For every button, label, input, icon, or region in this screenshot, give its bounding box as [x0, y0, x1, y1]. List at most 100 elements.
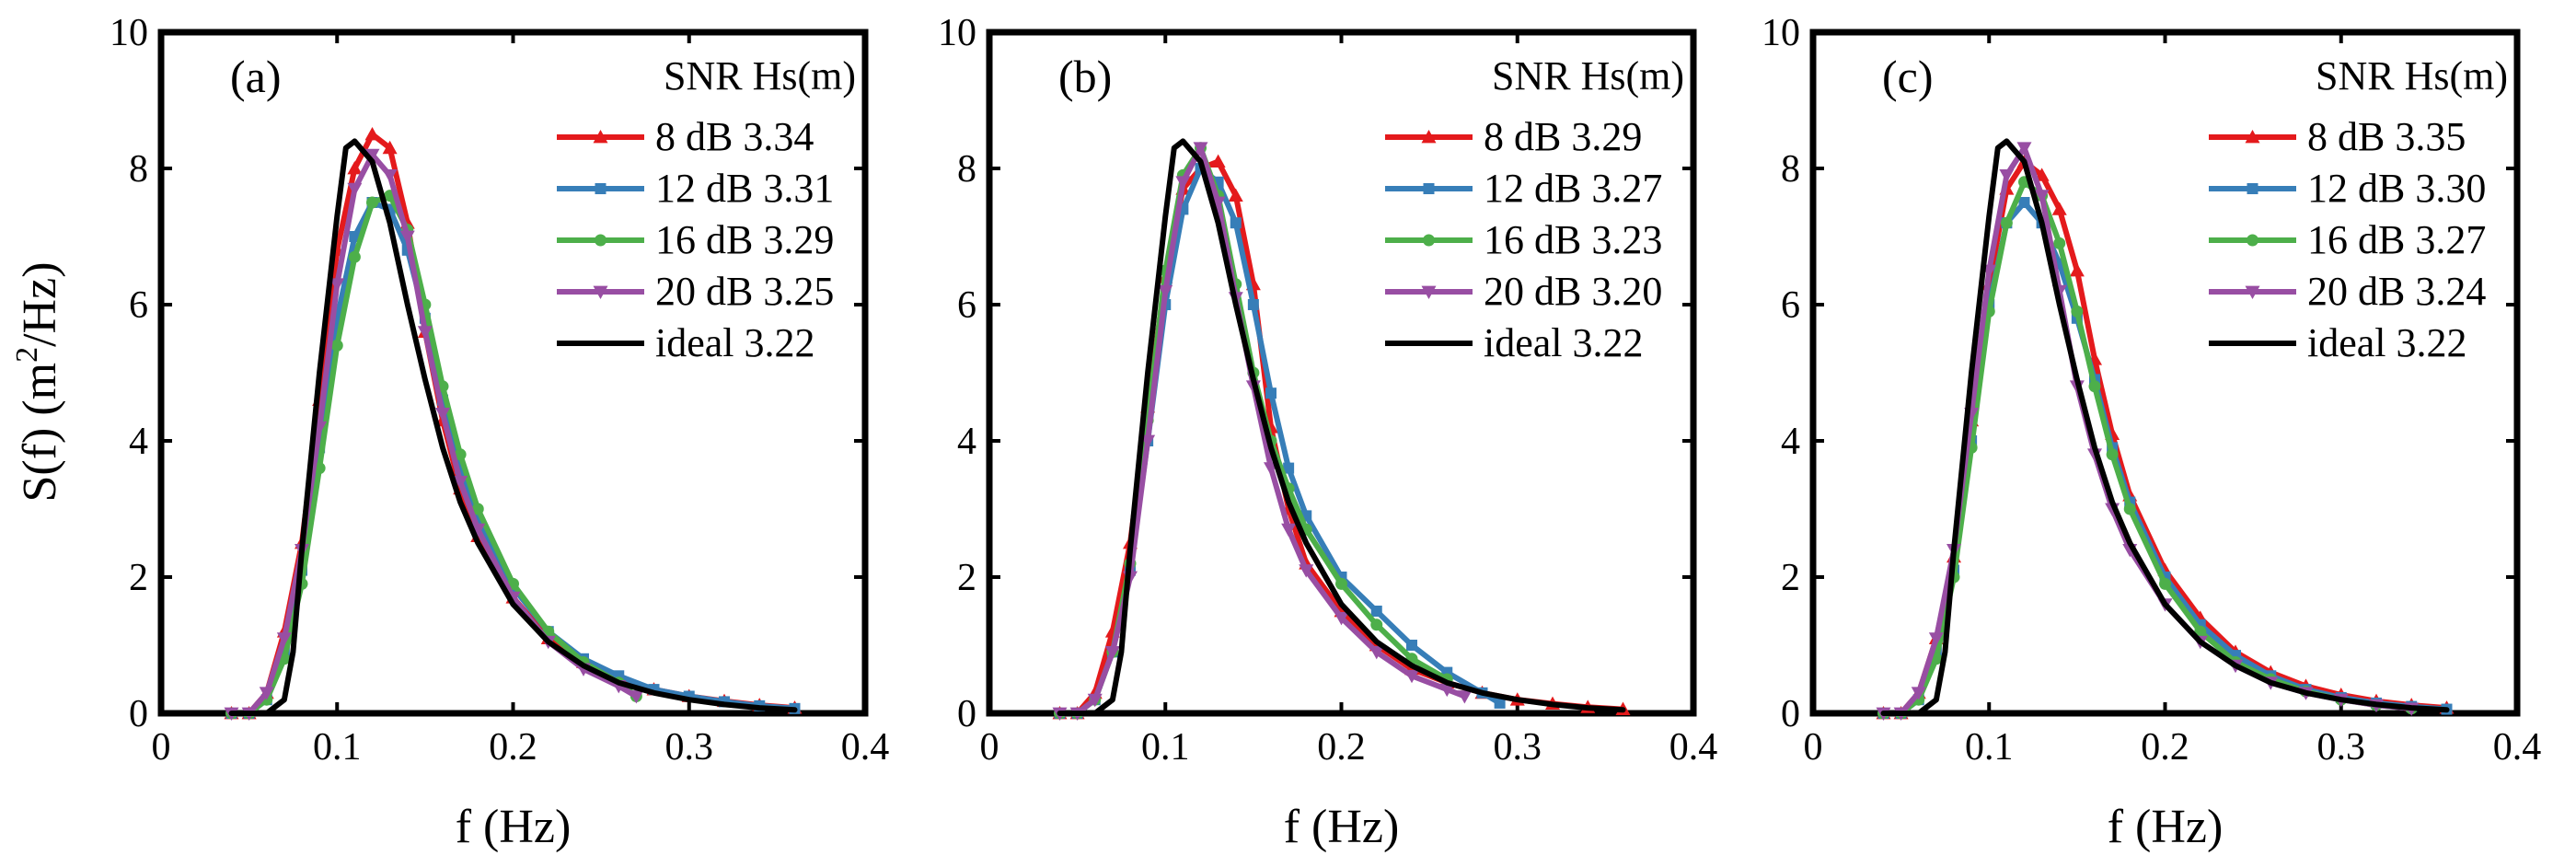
series-1 — [224, 127, 803, 720]
series-3 — [1054, 142, 1453, 720]
data-point — [347, 182, 363, 197]
data-point — [1175, 176, 1191, 190]
legend-marker — [1421, 130, 1437, 144]
y-tick-label: 2 — [129, 557, 148, 599]
panel-1: 0 0.1 0.2 0.3 0.4 0 2 4 6 8 10 f (Hz) (a) SNR Hs(m) 8… — [110, 12, 889, 853]
legend-entry: ideal 3.22 — [1484, 320, 1644, 365]
x-axis-label: f (Hz) — [456, 801, 572, 853]
data-point — [1230, 217, 1242, 229]
legend-marker — [595, 234, 606, 247]
y-axis-label: S(f) (m2/Hz) — [10, 261, 66, 502]
legend-marker — [2247, 183, 2258, 194]
y-tick-label: 10 — [938, 12, 976, 54]
data-point — [1247, 299, 1259, 310]
legend-entry: 16 dB 3.29 — [655, 217, 834, 262]
panel-3: 0 0.1 0.2 0.3 0.4 0 2 4 6 8 10 f (Hz) (c) SNR Hs(m) 8… — [1762, 12, 2541, 853]
data-point — [454, 448, 467, 461]
data-point — [455, 462, 467, 474]
data-point — [1140, 434, 1156, 448]
legend-entry: ideal 3.22 — [2307, 320, 2467, 365]
data-point — [364, 127, 380, 141]
x-axis-label: f (Hz) — [2108, 801, 2224, 853]
y-tick-label: 8 — [129, 148, 148, 191]
data-point — [2053, 237, 2066, 249]
x-tick-label: 0.3 — [665, 726, 714, 769]
series-line — [1880, 138, 2450, 716]
y-tick-label: 6 — [957, 284, 976, 327]
data-point — [1439, 683, 1455, 698]
legend-marker — [1421, 285, 1437, 299]
data-point — [1406, 640, 1417, 651]
data-point — [349, 231, 361, 242]
data-point — [1911, 687, 1926, 700]
data-point — [1335, 577, 1347, 590]
x-tick-label: 0 — [152, 726, 171, 769]
data-point — [1457, 690, 1473, 704]
y-tick-label: 0 — [1781, 693, 1800, 735]
y-tick-label: 4 — [129, 421, 148, 463]
y-tick-label: 10 — [110, 12, 148, 54]
legend: SNR Hs(m) 8 dB 3.34 12 dB 3.31 16 dB 3.29 2… — [557, 53, 856, 365]
data-point — [366, 196, 378, 209]
data-point — [348, 250, 361, 263]
legend-entry: 16 dB 3.27 — [2307, 217, 2486, 262]
legend-title: SNR Hs(m) — [2316, 53, 2508, 98]
data-point — [382, 140, 398, 155]
data-point — [1104, 646, 1120, 660]
data-point — [1999, 169, 2015, 183]
data-point — [629, 690, 644, 704]
legend: SNR Hs(m) 8 dB 3.29 12 dB 3.27 16 dB 3.23 2… — [1385, 53, 1684, 365]
data-point — [276, 632, 292, 646]
x-tick-label: 0.1 — [1965, 726, 2014, 769]
series-4 — [224, 148, 644, 721]
data-point — [1283, 462, 1295, 474]
series-3 — [225, 190, 642, 720]
x-tick-label: 0.4 — [1669, 726, 1718, 769]
data-point — [417, 326, 433, 340]
data-point — [2000, 216, 2013, 229]
x-tick-label: 0.2 — [2141, 726, 2189, 769]
panel-label: (b) — [1058, 51, 1112, 102]
data-point — [1210, 196, 1226, 210]
y-tick-label: 4 — [957, 421, 976, 463]
legend-title: SNR Hs(m) — [664, 53, 856, 98]
legend-marker — [2245, 285, 2260, 299]
data-point — [2051, 202, 2067, 215]
panel-2: 0 0.1 0.2 0.3 0.4 0 2 4 6 8 10 f (Hz) (b) SNR Hs(m) 8… — [938, 12, 1717, 853]
legend-entry: 16 dB 3.23 — [1484, 217, 1662, 262]
legend-marker — [2247, 234, 2258, 247]
legend-entry: 8 dB 3.34 — [655, 114, 814, 159]
x-tick-label: 0.1 — [1141, 726, 1190, 769]
legend-marker — [1423, 183, 1435, 194]
data-point — [470, 523, 486, 538]
data-point — [2069, 263, 2085, 277]
y-tick-label: 8 — [1781, 148, 1800, 191]
data-point — [1369, 646, 1384, 660]
legend-entry: 8 dB 3.35 — [2307, 114, 2466, 159]
data-point — [435, 408, 450, 422]
legend-marker — [595, 183, 606, 194]
data-point — [2034, 190, 2050, 203]
series-line — [1057, 138, 1626, 716]
y-tick-label: 10 — [1762, 12, 1800, 54]
data-point — [399, 230, 415, 244]
data-point — [1228, 188, 1243, 202]
legend-marker — [593, 285, 608, 299]
data-point — [2088, 380, 2101, 393]
series-5 — [228, 138, 798, 716]
x-tick-label: 0.1 — [313, 726, 362, 769]
data-point — [1158, 284, 1173, 299]
x-tick-label: 0.3 — [2317, 726, 2366, 769]
data-point — [1281, 523, 1297, 538]
data-point — [364, 148, 380, 163]
data-point — [1334, 612, 1349, 626]
data-point — [1299, 564, 1314, 578]
series-line — [1057, 144, 1468, 716]
x-tick-label: 0.2 — [489, 726, 537, 769]
legend-entry: 20 dB 3.20 — [1484, 269, 1662, 314]
legend-marker — [1423, 234, 1435, 247]
data-point — [347, 161, 363, 175]
data-point — [2159, 577, 2171, 590]
data-point — [382, 169, 398, 183]
